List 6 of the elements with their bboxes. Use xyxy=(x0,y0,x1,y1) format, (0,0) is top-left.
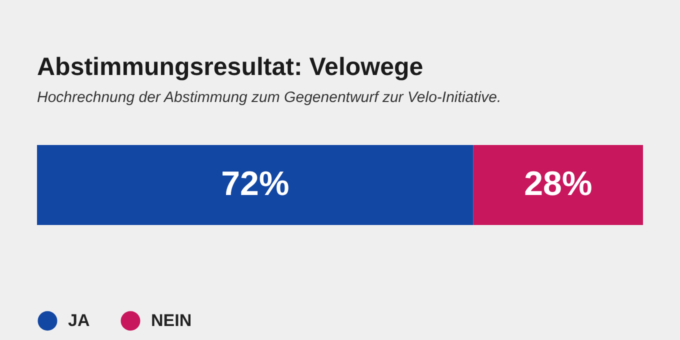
legend-label: NEIN xyxy=(151,310,192,330)
data-label: 28% xyxy=(524,165,592,203)
chart-title: Abstimmungsresultat: Velowege xyxy=(37,53,424,81)
data-label: 72% xyxy=(221,165,290,203)
legend-label: JA xyxy=(68,310,90,330)
chart-subtitle: Hochrechnung der Abstimmung zum Gegenentwurf zur Velo-Initiative. xyxy=(37,89,502,106)
